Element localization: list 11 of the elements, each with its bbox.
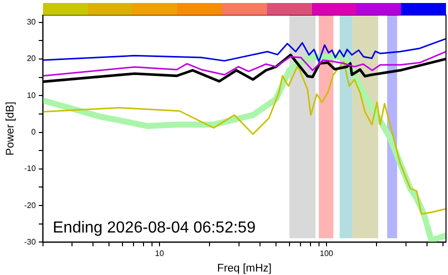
x-tick-label: 100 xyxy=(320,249,334,258)
y-tick-label: -20 xyxy=(24,200,36,210)
y-axis-title: Power [dB] xyxy=(4,102,17,156)
x-axis-title: Freq [mHz] xyxy=(217,262,272,274)
y-tick-label: 20 xyxy=(26,54,36,64)
y-tick-label: 0 xyxy=(31,127,36,136)
y-tick-label: 30 xyxy=(26,18,36,27)
y-tick-label: -10 xyxy=(24,164,36,174)
annotation: Ending 2026-08-04 06:52:59 xyxy=(52,220,256,237)
y-tick-label: -30 xyxy=(24,237,36,246)
y-tick-label: 10 xyxy=(26,90,36,100)
